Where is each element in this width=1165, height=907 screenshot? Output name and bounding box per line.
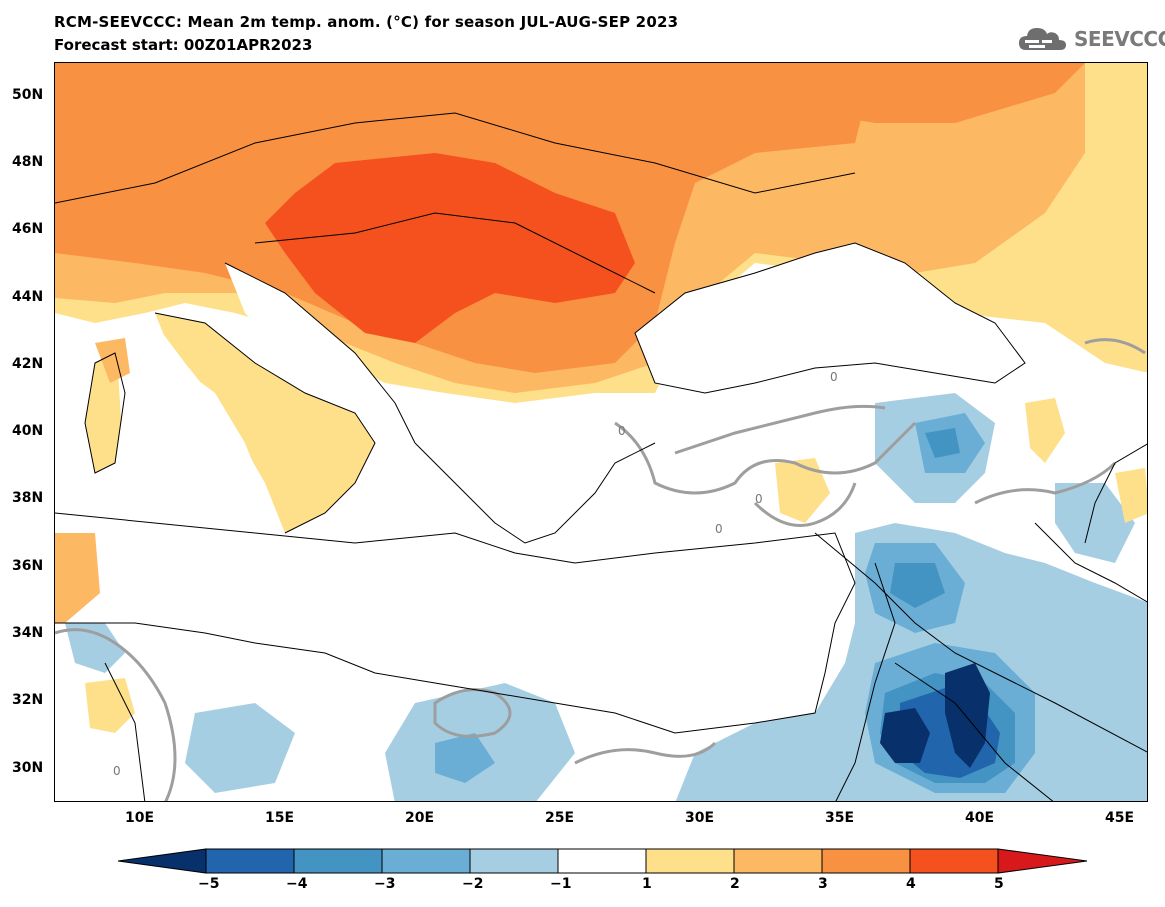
lon-label: 10E: [125, 810, 155, 826]
cloud-logo-icon: [1019, 28, 1066, 50]
anomaly-map: 0 0 0 0 0: [55, 63, 1147, 801]
colorbar-label: −4: [286, 876, 308, 892]
logo-text: SEEVCCC: [1074, 27, 1165, 51]
contour-label: 0: [618, 424, 626, 438]
map-plot-area[interactable]: 0 0 0 0 0: [54, 62, 1148, 802]
lat-label: 30N: [12, 760, 44, 776]
colorbar-label: −5: [198, 876, 220, 892]
anomaly-band-neg5: [945, 663, 990, 768]
lon-label: 25E: [545, 810, 575, 826]
colorbar-segment: [645, 848, 735, 874]
lon-label: 40E: [965, 810, 995, 826]
colorbar-segment: [205, 848, 295, 874]
lat-label: 50N: [12, 87, 44, 103]
lon-label: 35E: [825, 810, 855, 826]
lat-label: 34N: [12, 625, 44, 641]
lat-label: 44N: [12, 289, 44, 305]
colorbar-label: −2: [462, 876, 484, 892]
colorbar-segment: [997, 848, 1088, 874]
lat-label: 48N: [12, 154, 44, 170]
lon-label: 45E: [1105, 810, 1135, 826]
colorbar-label: 1: [642, 876, 652, 892]
lat-label: 42N: [12, 356, 44, 372]
colorbar-segment: [821, 848, 911, 874]
colorbar-label: 5: [994, 876, 1004, 892]
black-sea: [635, 243, 1025, 393]
coastlines-borders: [55, 112, 1147, 801]
lon-label: 15E: [265, 810, 295, 826]
colorbar-segment: [733, 848, 823, 874]
colorbar-segment: [118, 848, 207, 874]
colorbar-segment: [293, 848, 383, 874]
colorbar-label: 4: [906, 876, 916, 892]
colorbar-label: −1: [550, 876, 572, 892]
lon-label: 20E: [405, 810, 435, 826]
seevccc-logo: SEEVCCC: [1018, 24, 1165, 54]
forecast-start: Forecast start: 00Z01APR2023: [54, 36, 313, 54]
colorbar-segment: [381, 848, 471, 874]
colorbar-label: 3: [818, 876, 828, 892]
zero-contours: [55, 338, 1146, 801]
colorbar-segment: [909, 848, 999, 874]
contour-label: 0: [715, 522, 723, 536]
lon-label: 30E: [685, 810, 715, 826]
lat-label: 32N: [12, 692, 44, 708]
lat-label: 36N: [12, 558, 44, 574]
lat-label: 46N: [12, 221, 44, 237]
colorbar: [118, 848, 1088, 874]
contour-label: 0: [755, 492, 763, 506]
lat-label: 38N: [12, 490, 44, 506]
contour-label: 0: [113, 764, 121, 778]
anomaly-band-pos4: [265, 153, 635, 343]
contour-label: 0: [830, 370, 838, 384]
lat-label: 40N: [12, 423, 44, 439]
colorbar-label: 2: [730, 876, 740, 892]
colorbar-segment: [469, 848, 559, 874]
map-title: RCM-SEEVCCC: Mean 2m temp. anom. (°C) fo…: [54, 13, 679, 31]
colorbar-label: −3: [374, 876, 396, 892]
colorbar-segment: [557, 848, 647, 874]
